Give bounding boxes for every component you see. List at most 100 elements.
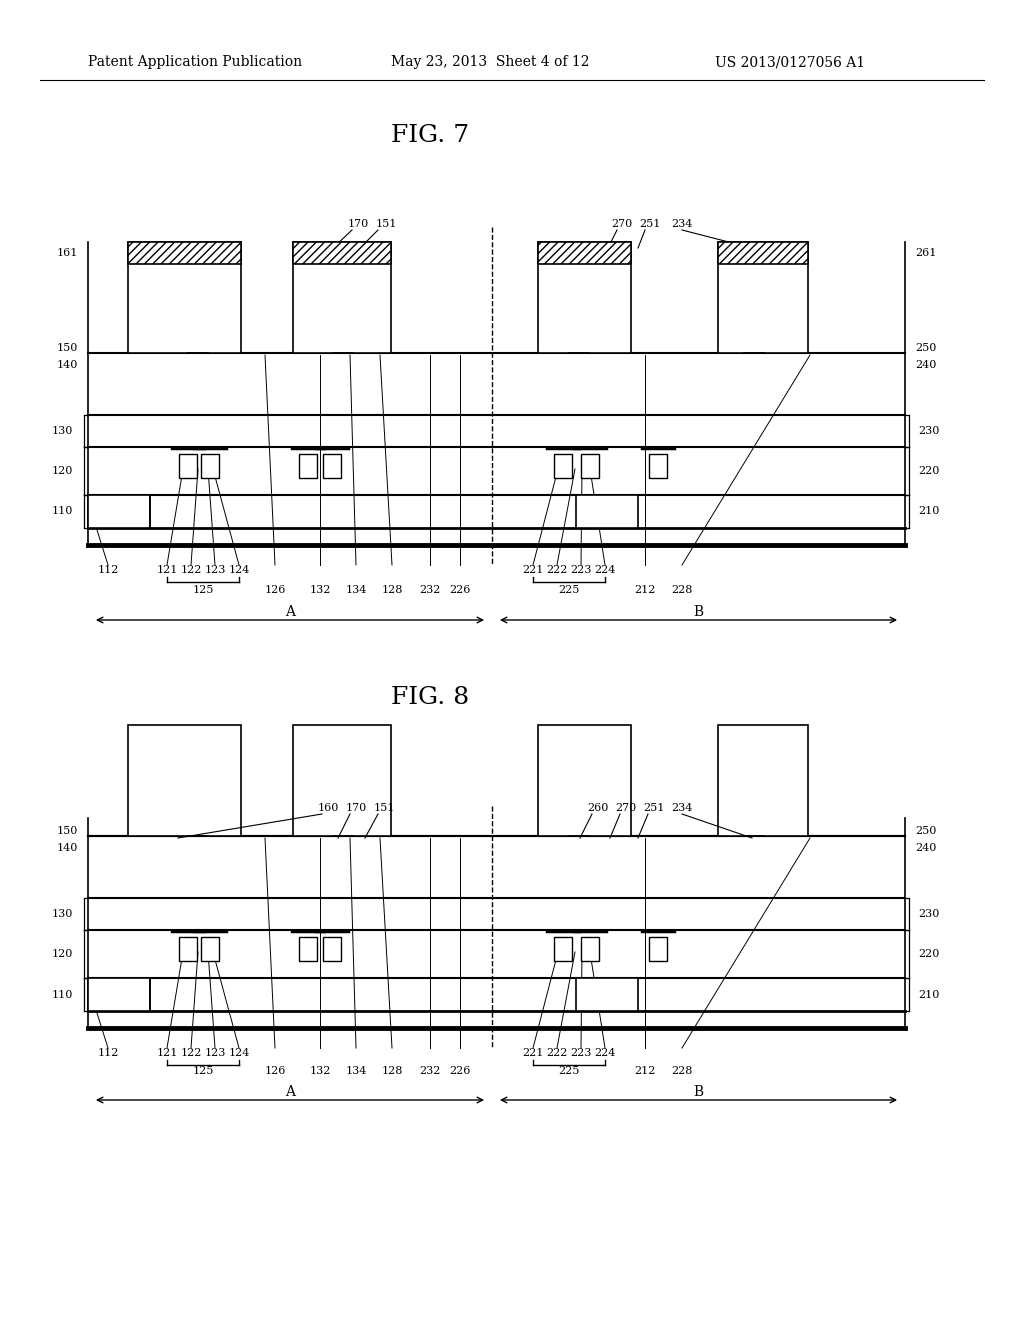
Text: 130: 130 bbox=[51, 909, 73, 919]
Text: 250: 250 bbox=[915, 343, 936, 352]
Text: 170: 170 bbox=[345, 803, 367, 813]
Bar bbox=[323, 937, 341, 961]
Bar bbox=[538, 725, 631, 836]
Text: 123: 123 bbox=[205, 565, 225, 576]
Text: A: A bbox=[285, 1085, 295, 1100]
Text: 128: 128 bbox=[381, 1067, 402, 1076]
Text: 122: 122 bbox=[180, 565, 202, 576]
Text: 226: 226 bbox=[450, 1067, 471, 1076]
Text: 128: 128 bbox=[381, 585, 402, 595]
Text: 130: 130 bbox=[51, 426, 73, 436]
Bar bbox=[649, 937, 667, 961]
Text: 251: 251 bbox=[643, 803, 665, 813]
Text: 110: 110 bbox=[51, 990, 73, 999]
Text: 170: 170 bbox=[347, 219, 369, 228]
Bar bbox=[299, 454, 317, 478]
Text: 222: 222 bbox=[547, 565, 567, 576]
Text: 232: 232 bbox=[419, 1067, 440, 1076]
Text: 222: 222 bbox=[547, 1048, 567, 1059]
Text: A: A bbox=[285, 605, 295, 619]
Bar bbox=[718, 725, 808, 836]
Text: 134: 134 bbox=[345, 585, 367, 595]
Bar bbox=[323, 454, 341, 478]
Text: 126: 126 bbox=[264, 585, 286, 595]
Text: May 23, 2013  Sheet 4 of 12: May 23, 2013 Sheet 4 of 12 bbox=[391, 55, 589, 69]
Text: 140: 140 bbox=[56, 843, 78, 853]
Text: 240: 240 bbox=[915, 360, 936, 370]
Text: 230: 230 bbox=[918, 909, 939, 919]
Text: B: B bbox=[693, 1085, 703, 1100]
Text: 150: 150 bbox=[56, 343, 78, 352]
Text: 112: 112 bbox=[97, 1048, 119, 1059]
Text: FIG. 8: FIG. 8 bbox=[391, 686, 469, 710]
Bar bbox=[554, 454, 572, 478]
Text: 124: 124 bbox=[228, 565, 250, 576]
Bar bbox=[128, 242, 241, 352]
Bar bbox=[293, 242, 391, 352]
Text: 110: 110 bbox=[51, 507, 73, 516]
Text: 124: 124 bbox=[228, 1048, 250, 1059]
Bar bbox=[201, 937, 219, 961]
Text: 261: 261 bbox=[915, 248, 936, 257]
Text: 160: 160 bbox=[317, 803, 339, 813]
Text: 225: 225 bbox=[558, 1067, 580, 1076]
Bar bbox=[575, 495, 638, 528]
Bar bbox=[293, 242, 391, 264]
Bar bbox=[718, 242, 808, 352]
Text: 120: 120 bbox=[51, 949, 73, 960]
Bar bbox=[293, 725, 391, 836]
Text: 240: 240 bbox=[915, 843, 936, 853]
Text: 220: 220 bbox=[918, 949, 939, 960]
Bar bbox=[88, 495, 150, 528]
Bar bbox=[718, 242, 808, 264]
Text: 234: 234 bbox=[672, 803, 692, 813]
Text: 150: 150 bbox=[56, 826, 78, 836]
Text: 270: 270 bbox=[611, 219, 633, 228]
Bar bbox=[649, 454, 667, 478]
Bar bbox=[88, 978, 150, 1011]
Bar bbox=[201, 454, 219, 478]
Text: 250: 250 bbox=[915, 826, 936, 836]
Text: 228: 228 bbox=[672, 585, 692, 595]
Text: 212: 212 bbox=[634, 585, 655, 595]
Text: 140: 140 bbox=[56, 360, 78, 370]
Text: 132: 132 bbox=[309, 1067, 331, 1076]
Text: 223: 223 bbox=[570, 1048, 592, 1059]
Text: 151: 151 bbox=[374, 803, 394, 813]
Text: 210: 210 bbox=[918, 990, 939, 999]
Text: Patent Application Publication: Patent Application Publication bbox=[88, 55, 302, 69]
Text: 223: 223 bbox=[570, 565, 592, 576]
Text: 220: 220 bbox=[918, 466, 939, 477]
Text: 134: 134 bbox=[345, 1067, 367, 1076]
Text: 121: 121 bbox=[157, 1048, 178, 1059]
Text: 122: 122 bbox=[180, 1048, 202, 1059]
Text: 221: 221 bbox=[522, 1048, 544, 1059]
Text: 232: 232 bbox=[419, 585, 440, 595]
Bar bbox=[179, 454, 197, 478]
Text: 161: 161 bbox=[56, 248, 78, 257]
Text: 230: 230 bbox=[918, 426, 939, 436]
Bar bbox=[128, 242, 241, 264]
Text: 251: 251 bbox=[639, 219, 660, 228]
Text: 125: 125 bbox=[193, 1067, 214, 1076]
Text: B: B bbox=[693, 605, 703, 619]
Text: 126: 126 bbox=[264, 1067, 286, 1076]
Text: FIG. 7: FIG. 7 bbox=[391, 124, 469, 147]
Text: 120: 120 bbox=[51, 466, 73, 477]
Text: 224: 224 bbox=[594, 1048, 615, 1059]
Text: 224: 224 bbox=[594, 565, 615, 576]
Text: 270: 270 bbox=[615, 803, 637, 813]
Text: 132: 132 bbox=[309, 585, 331, 595]
Bar bbox=[581, 937, 599, 961]
Text: 221: 221 bbox=[522, 565, 544, 576]
Text: 225: 225 bbox=[558, 585, 580, 595]
Text: 151: 151 bbox=[376, 219, 396, 228]
Bar bbox=[179, 937, 197, 961]
Text: 228: 228 bbox=[672, 1067, 692, 1076]
Text: 234: 234 bbox=[672, 219, 692, 228]
Text: 123: 123 bbox=[205, 1048, 225, 1059]
Bar bbox=[538, 242, 631, 352]
Text: 121: 121 bbox=[157, 565, 178, 576]
Text: 125: 125 bbox=[193, 585, 214, 595]
Text: 260: 260 bbox=[588, 803, 608, 813]
